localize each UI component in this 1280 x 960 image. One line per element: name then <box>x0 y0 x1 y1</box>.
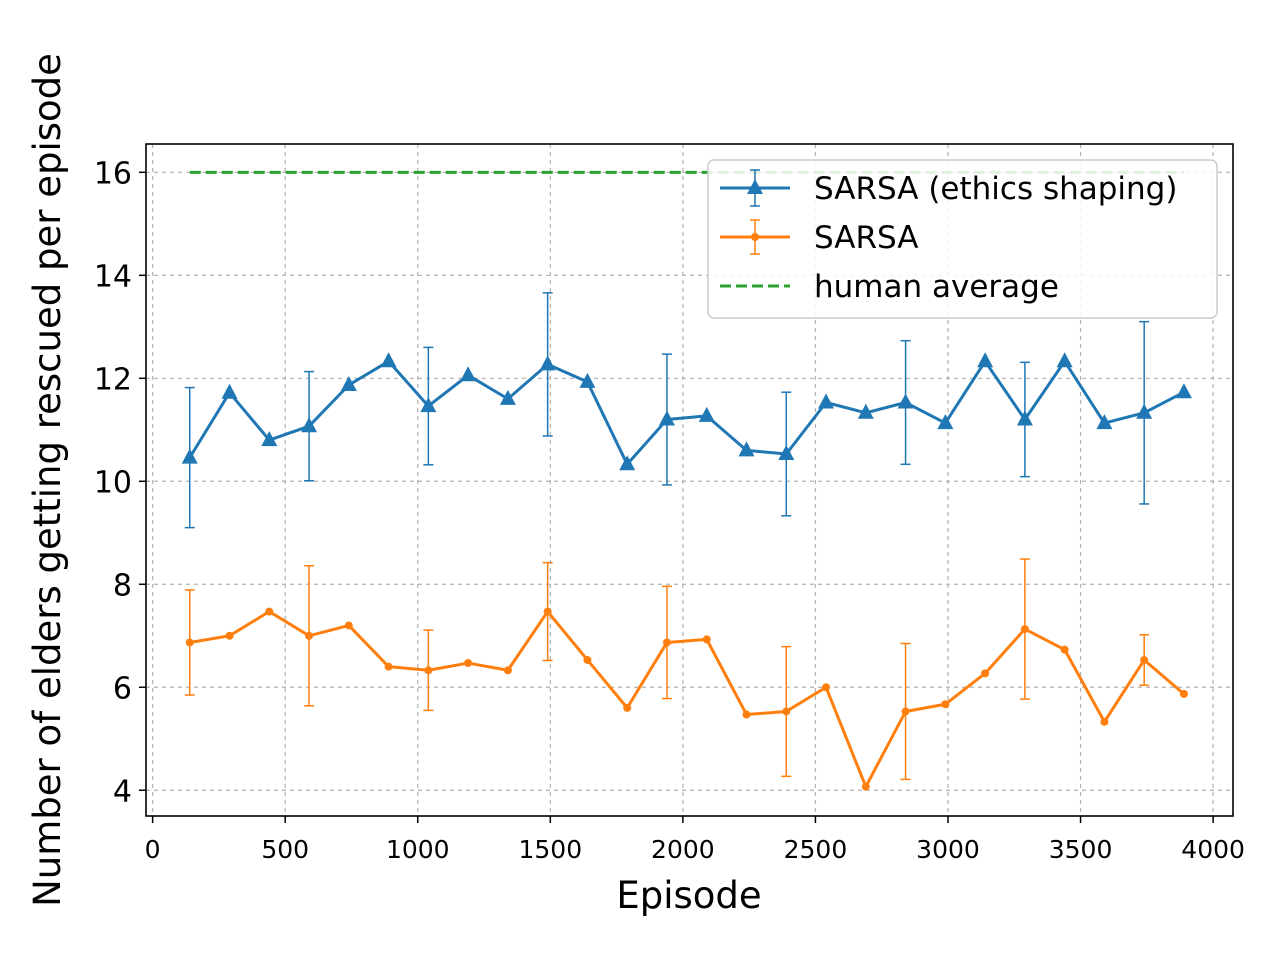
data-point <box>822 683 831 692</box>
x-tick-label: 0 <box>145 835 161 864</box>
data-point <box>857 403 874 419</box>
data-point <box>623 703 632 712</box>
data-point <box>543 607 552 616</box>
x-axis: 0 500 1000 1500 2000 2500 3000 3500 4000 <box>145 816 1245 864</box>
y-axis-label: Number of elders getting rescued per epi… <box>26 53 69 907</box>
data-point <box>1179 689 1188 698</box>
data-point <box>1020 625 1029 634</box>
data-point <box>1140 655 1149 664</box>
x-tick-label: 3000 <box>916 835 980 864</box>
data-point <box>384 662 393 671</box>
legend-label-sarsa: SARSA <box>814 220 918 256</box>
x-tick-label: 1000 <box>386 835 450 864</box>
series-sarsa-ethics <box>181 292 1192 529</box>
data-point <box>818 393 835 409</box>
x-axis-label: Episode <box>616 874 761 917</box>
x-tick-label: 4000 <box>1181 835 1245 864</box>
plot-frame <box>145 143 1234 817</box>
data-point <box>185 638 194 647</box>
data-point <box>261 431 278 447</box>
series-layer <box>181 170 1192 791</box>
data-point <box>380 352 397 368</box>
data-point <box>181 448 198 464</box>
data-point <box>1016 410 1033 426</box>
data-point <box>778 444 795 460</box>
legend-label-sarsa-ethics: SARSA (ethics shaping) <box>814 171 1177 207</box>
data-point <box>1096 414 1113 430</box>
legend-frame <box>707 159 1218 319</box>
y-tick-label: 4 <box>113 774 132 809</box>
series-sarsa <box>184 558 1188 791</box>
data-point <box>937 414 954 430</box>
data-point <box>579 372 596 388</box>
x-tick-label: 1500 <box>518 835 582 864</box>
x-tick-label: 2000 <box>651 835 715 864</box>
data-point <box>460 366 477 382</box>
series-line-sarsa <box>189 610 1185 789</box>
data-point <box>619 455 636 471</box>
data-point <box>861 782 870 791</box>
data-point <box>1100 717 1109 726</box>
data-point <box>539 355 556 371</box>
x-tick-label: 3500 <box>1049 835 1113 864</box>
data-point <box>698 406 715 422</box>
data-point <box>658 410 675 426</box>
data-point <box>225 631 234 640</box>
data-point <box>662 638 671 647</box>
data-point <box>1175 383 1192 399</box>
data-point <box>340 375 357 391</box>
y-tick-label: 16 <box>94 156 132 191</box>
data-point <box>1060 645 1069 654</box>
x-tick-label: 500 <box>261 835 309 864</box>
data-point <box>897 393 914 409</box>
data-point <box>782 707 791 716</box>
data-point <box>265 607 274 616</box>
data-point <box>424 666 433 675</box>
data-point <box>301 417 318 433</box>
data-point <box>464 659 473 668</box>
series-line-sarsa-ethics <box>188 359 1185 466</box>
legend: SARSA (ethics shaping) SARSA human avera… <box>707 159 1218 319</box>
data-point <box>742 710 751 719</box>
data-point <box>977 352 994 368</box>
data-point <box>499 389 516 405</box>
legend-label-human-average: human average <box>814 269 1059 305</box>
data-point <box>583 655 592 664</box>
x-tick-label: 2500 <box>784 835 848 864</box>
y-tick-label: 12 <box>94 362 132 397</box>
data-point <box>702 635 711 644</box>
data-point <box>941 700 950 709</box>
data-point <box>981 669 990 678</box>
data-point <box>901 707 910 716</box>
legend-entry-sarsa-ethics: SARSA (ethics shaping) <box>720 169 1177 207</box>
y-tick-label: 10 <box>94 465 132 500</box>
legend-entry-sarsa: SARSA <box>720 219 918 256</box>
data-point <box>1056 352 1073 368</box>
y-tick-label: 6 <box>113 671 132 706</box>
legend-entry-human-average: human average <box>720 269 1059 305</box>
data-point <box>503 666 512 675</box>
data-point <box>221 383 238 399</box>
data-point <box>738 441 755 457</box>
data-point <box>420 397 437 413</box>
y-tick-label: 14 <box>94 259 132 294</box>
data-point <box>305 631 314 640</box>
data-point <box>1136 403 1153 419</box>
y-tick-label: 8 <box>113 568 132 603</box>
y-axis: 4 6 8 10 12 14 16 <box>94 156 146 809</box>
data-point <box>344 621 353 630</box>
